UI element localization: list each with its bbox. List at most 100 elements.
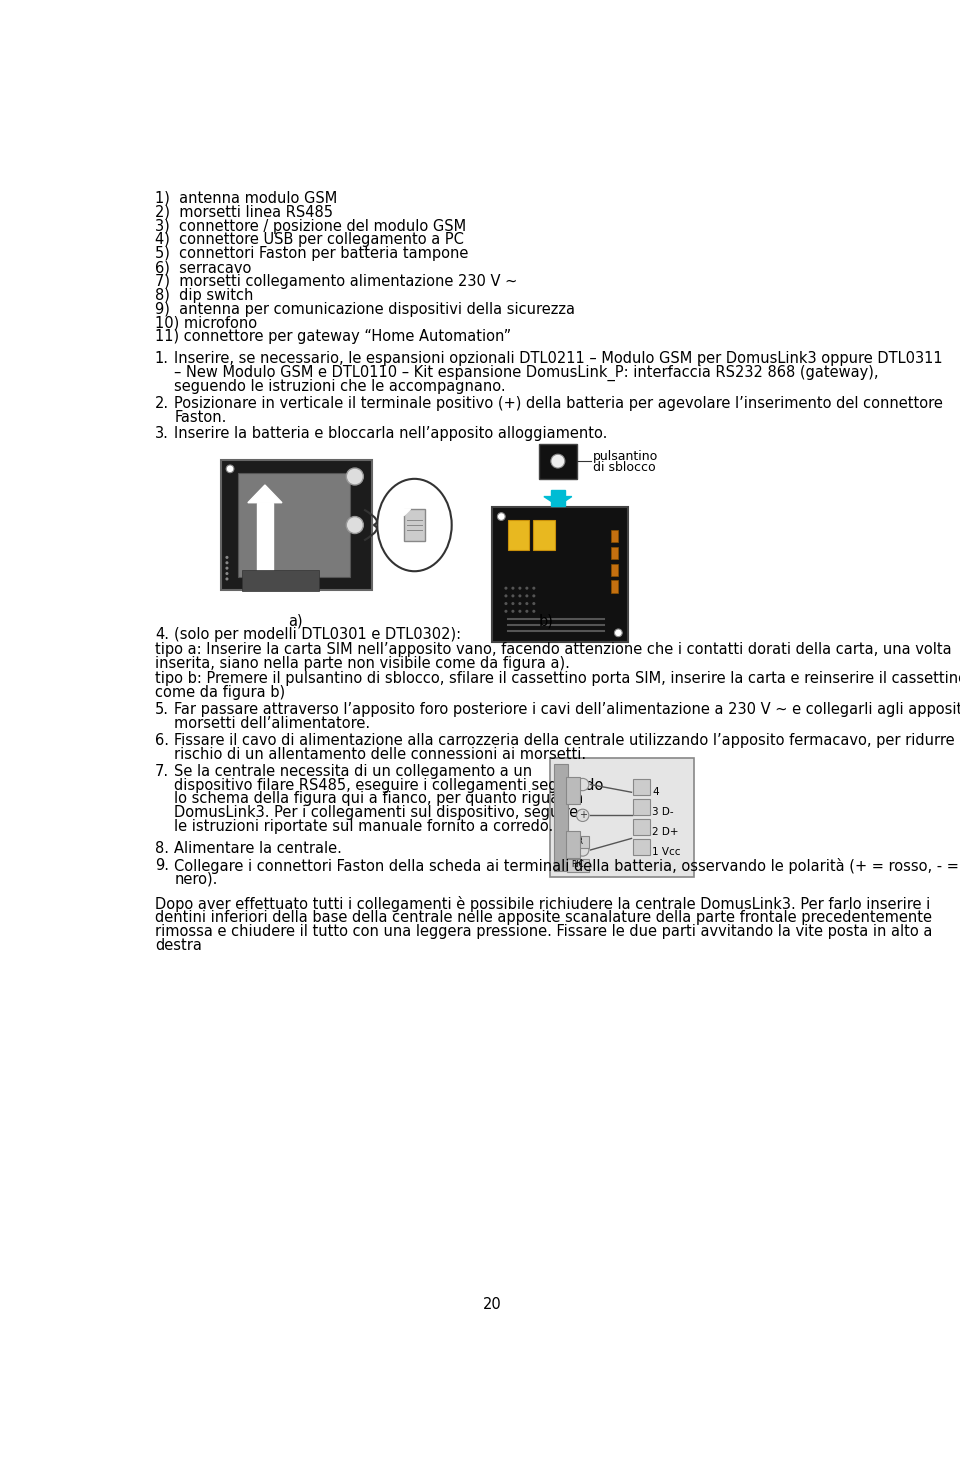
Bar <box>403 509 425 541</box>
Circle shape <box>226 572 228 575</box>
Circle shape <box>504 602 508 605</box>
Bar <box>565 830 580 857</box>
Text: 3 D-: 3 D- <box>653 807 674 817</box>
Text: 4.: 4. <box>155 627 169 642</box>
Circle shape <box>504 594 508 597</box>
Circle shape <box>347 468 363 485</box>
Bar <box>611 530 618 541</box>
Text: lo schema della figura qui a fianco, per quanto riguarda: lo schema della figura qui a fianco, per… <box>175 792 584 807</box>
Circle shape <box>576 779 588 791</box>
Text: 5)  connettori Faston per batteria tampone: 5) connettori Faston per batteria tampon… <box>155 246 468 261</box>
Circle shape <box>226 560 228 565</box>
Text: Far passare attraverso l’apposito foro posteriore i cavi dell’alimentazione a 23: Far passare attraverso l’apposito foro p… <box>175 702 960 717</box>
Text: 3)  connettore / posizione del modulo GSM: 3) connettore / posizione del modulo GSM <box>155 218 466 233</box>
Text: Faston.: Faston. <box>175 410 227 425</box>
Text: a): a) <box>289 614 303 628</box>
Bar <box>492 507 628 642</box>
Circle shape <box>512 602 515 605</box>
Text: Inserire la batteria e bloccarla nell’apposito alloggiamento.: Inserire la batteria e bloccarla nell’ap… <box>175 426 608 441</box>
Circle shape <box>504 587 508 590</box>
Bar <box>238 473 350 577</box>
Text: PR: PR <box>573 836 583 847</box>
Text: 20: 20 <box>483 1298 501 1313</box>
Polygon shape <box>544 497 572 506</box>
Polygon shape <box>248 485 282 503</box>
Text: DomusLink3. Per i collegamenti sul dispositivo, seguire: DomusLink3. Per i collegamenti sul dispo… <box>175 805 579 820</box>
Text: 1.: 1. <box>155 351 169 366</box>
Text: morsetti dell’alimentatore.: morsetti dell’alimentatore. <box>175 715 371 732</box>
Text: come da figura b): come da figura b) <box>155 686 285 701</box>
Circle shape <box>347 516 363 534</box>
Text: 2.: 2. <box>155 395 169 410</box>
Bar <box>611 563 618 575</box>
Text: tipo a: Inserire la carta SIM nell’apposito vano, facendo attenzione che i conta: tipo a: Inserire la carta SIM nell’appos… <box>155 642 951 656</box>
Text: dentini inferiori della base della centrale nelle apposite scanalature della par: dentini inferiori della base della centr… <box>155 910 932 925</box>
Text: 2)  morsetti linea RS485: 2) morsetti linea RS485 <box>155 205 333 220</box>
Circle shape <box>226 556 228 559</box>
Text: (solo per modelli DTL0301 e DTL0302):: (solo per modelli DTL0301 e DTL0302): <box>175 627 462 642</box>
Bar <box>565 777 580 804</box>
Text: 6.: 6. <box>155 733 169 748</box>
Text: 9.: 9. <box>155 857 169 873</box>
Bar <box>554 764 568 870</box>
Text: 6)  serracavo: 6) serracavo <box>155 260 252 276</box>
Bar <box>551 490 564 506</box>
Bar <box>633 779 650 795</box>
Text: 10) microfono: 10) microfono <box>155 316 257 330</box>
Circle shape <box>576 810 588 822</box>
Text: 8.: 8. <box>155 841 169 855</box>
Circle shape <box>227 465 234 472</box>
Text: 8)  dip switch: 8) dip switch <box>155 288 253 302</box>
Circle shape <box>525 602 528 605</box>
Text: rimossa e chiudere il tutto con una leggera pressione. Fissare le due parti avvi: rimossa e chiudere il tutto con una legg… <box>155 923 932 940</box>
Text: seguendo le istruzioni che le accompagnano.: seguendo le istruzioni che le accompagna… <box>175 379 506 394</box>
Polygon shape <box>221 460 372 590</box>
Ellipse shape <box>377 479 452 571</box>
Text: 7)  morsetti collegamento alimentazione 230 V ~: 7) morsetti collegamento alimentazione 2… <box>155 274 517 289</box>
Text: 3.: 3. <box>155 426 169 441</box>
Bar <box>533 521 555 550</box>
Bar <box>633 819 650 835</box>
Text: 5.: 5. <box>155 702 169 717</box>
Bar <box>633 799 650 814</box>
Circle shape <box>532 602 536 605</box>
Bar <box>567 860 588 872</box>
Text: pulsantino: pulsantino <box>592 450 658 463</box>
Text: Se la centrale necessita di un collegamento a un: Se la centrale necessita di un collegame… <box>175 764 533 779</box>
Text: nero).: nero). <box>175 872 218 886</box>
Text: destra: destra <box>155 938 202 953</box>
Circle shape <box>504 609 508 612</box>
Text: di sblocco: di sblocco <box>592 462 656 473</box>
Circle shape <box>497 513 505 521</box>
Polygon shape <box>403 509 411 516</box>
Text: Alimentare la centrale.: Alimentare la centrale. <box>175 841 342 855</box>
Circle shape <box>525 594 528 597</box>
Text: RIC: RIC <box>571 860 585 869</box>
Circle shape <box>518 602 521 605</box>
Circle shape <box>226 566 228 569</box>
Text: Fissare il cavo di alimentazione alla carrozzeria della centrale utilizzando l’a: Fissare il cavo di alimentazione alla ca… <box>175 733 960 748</box>
Text: dispositivo filare RS485, eseguire i collegamenti seguendo: dispositivo filare RS485, eseguire i col… <box>175 777 604 792</box>
Circle shape <box>512 609 515 612</box>
Text: +: + <box>579 810 587 820</box>
Bar <box>611 581 618 593</box>
Bar <box>567 836 588 848</box>
Text: 1)  antenna modulo GSM: 1) antenna modulo GSM <box>155 190 337 207</box>
Circle shape <box>525 609 528 612</box>
Circle shape <box>512 594 515 597</box>
Bar <box>257 503 273 569</box>
Bar <box>242 569 319 591</box>
Text: le istruzioni riportate sul manuale fornito a corredo.: le istruzioni riportate sul manuale forn… <box>175 819 554 835</box>
Text: tipo b: Premere il pulsantino di sblocco, sfilare il cassettino porta SIM, inser: tipo b: Premere il pulsantino di sblocco… <box>155 671 960 686</box>
Circle shape <box>532 594 536 597</box>
Bar <box>508 521 529 550</box>
Text: – New Modulo GSM e DTL0110 – Kit espansione DomusLink_P: interfaccia RS232 868 (: – New Modulo GSM e DTL0110 – Kit espansi… <box>175 364 878 381</box>
Text: 9)  antenna per comunicazione dispositivi della sicurezza: 9) antenna per comunicazione dispositivi… <box>155 302 575 317</box>
Circle shape <box>512 587 515 590</box>
Circle shape <box>576 844 588 856</box>
Text: Inserire, se necessario, le espansioni opzionali DTL0211 – Modulo GSM per DomusL: Inserire, se necessario, le espansioni o… <box>175 351 943 366</box>
Text: 11) connettore per gateway “Home Automation”: 11) connettore per gateway “Home Automat… <box>155 329 511 345</box>
Circle shape <box>226 577 228 581</box>
Circle shape <box>525 587 528 590</box>
Text: Dopo aver effettuato tutti i collegamenti è possibile richiudere la centrale Dom: Dopo aver effettuato tutti i collegament… <box>155 897 930 912</box>
